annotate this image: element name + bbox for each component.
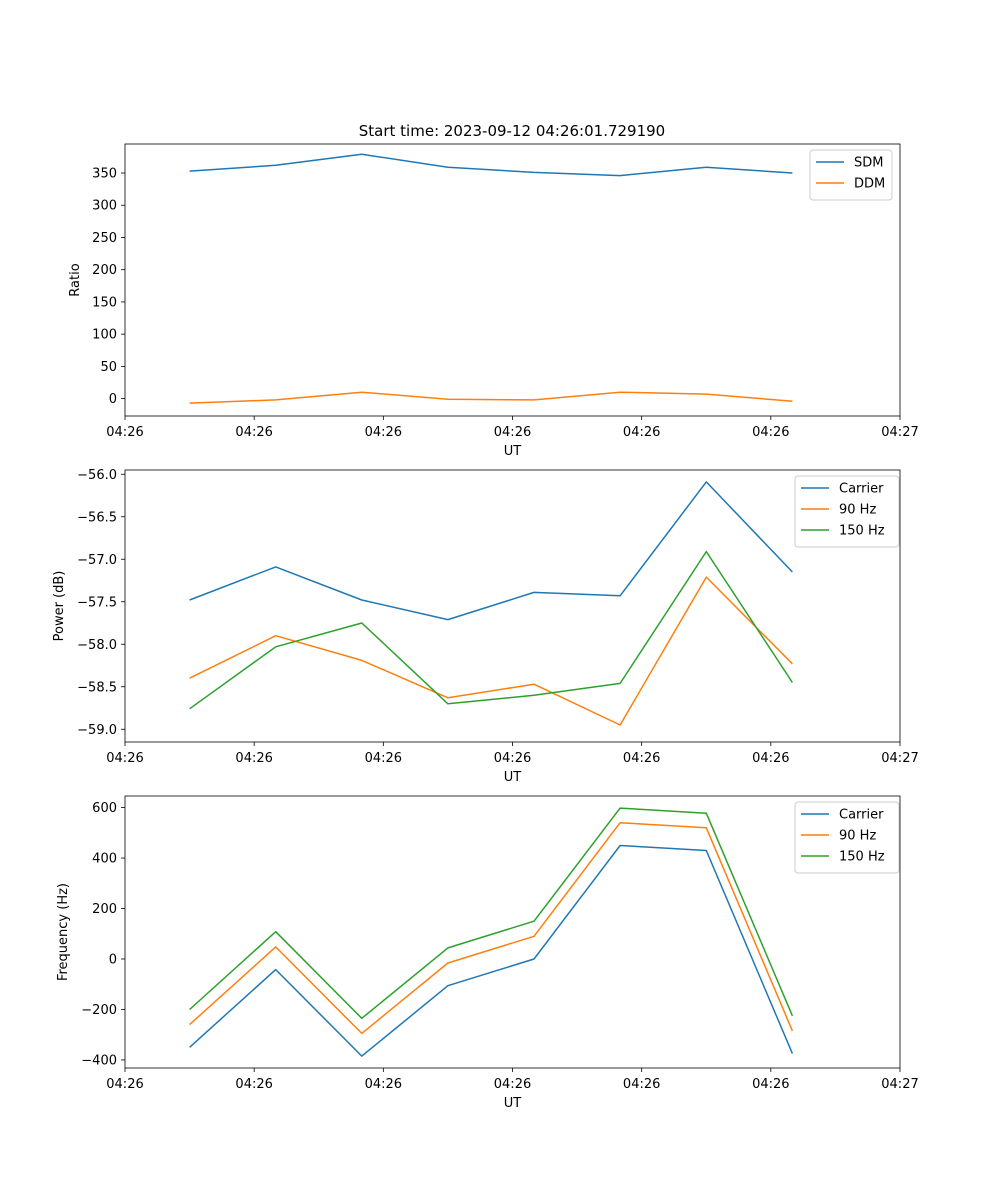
- x-tick-label: 04:26: [106, 1077, 143, 1092]
- legend: Carrier 90 Hz 150 Hz: [794, 801, 900, 874]
- y-tick-label: −57.0: [77, 553, 117, 568]
- figure-title: Start time: 2023-09-12 04:26:01.729190: [359, 122, 665, 140]
- legend-label: Carrier: [839, 808, 884, 823]
- x-tick-label: 04:26: [752, 425, 789, 440]
- x-tick-label: 04:26: [494, 425, 531, 440]
- y-tick-label: 50: [100, 360, 117, 375]
- x-axis-label: UT: [504, 770, 522, 785]
- y-tick-label: 150: [92, 295, 117, 310]
- x-tick-label: 04:26: [365, 425, 402, 440]
- series-line-90-hz: [189, 821, 794, 1035]
- x-axis-label: UT: [504, 444, 522, 459]
- x-axis-label: UT: [504, 1096, 522, 1111]
- y-tick-label: 600: [92, 801, 117, 816]
- y-tick-label: −58.0: [77, 638, 117, 653]
- y-tick-label: −57.5: [77, 595, 117, 610]
- y-tick-label: 350: [92, 167, 117, 182]
- legend: SDM DDM: [809, 149, 893, 201]
- legend-label: Carrier: [839, 482, 884, 497]
- x-tick-label: 04:26: [235, 751, 272, 766]
- legend-label: SDM: [854, 156, 883, 171]
- y-tick-label: 0: [109, 392, 117, 407]
- series-line-ddm: [189, 391, 793, 404]
- x-tick-label: 04:26: [623, 425, 660, 440]
- series-line-90-hz: [189, 576, 793, 726]
- x-tick-label: 04:26: [235, 425, 272, 440]
- x-tick-label: 04:26: [752, 751, 789, 766]
- y-axis-label: Frequency (Hz): [56, 883, 71, 981]
- y-axis-label: Ratio: [68, 263, 83, 296]
- y-tick-label: −58.5: [77, 680, 117, 695]
- y-tick-label: 300: [92, 199, 117, 214]
- x-tick-label: 04:26: [494, 751, 531, 766]
- chart-2: 04:26 04:26 04:26 04:26 04:26 04:26 04:27 −59.0…: [52, 468, 919, 785]
- y-tick-label: −400: [81, 1053, 117, 1068]
- y-tick-label: 200: [92, 263, 117, 278]
- legend-label: DDM: [854, 177, 885, 192]
- x-tick-label: 04:26: [623, 1077, 660, 1092]
- y-tick-label: −200: [81, 1003, 117, 1018]
- series-line-sdm: [189, 153, 793, 177]
- y-tick-label: 100: [92, 328, 117, 343]
- x-tick-label: 04:26: [365, 1077, 402, 1092]
- x-tick-label: 04:26: [106, 751, 143, 766]
- x-tick-label: 04:26: [106, 425, 143, 440]
- y-tick-label: −59.0: [77, 723, 117, 738]
- y-tick-label: 200: [92, 902, 117, 917]
- legend-label: 150 Hz: [839, 524, 885, 539]
- legend: Carrier 90 Hz 150 Hz: [794, 475, 900, 548]
- x-tick-label: 04:26: [623, 751, 660, 766]
- series-line-150-hz: [189, 550, 794, 710]
- y-tick-label: −56.0: [77, 468, 117, 483]
- x-tick-label: 04:26: [365, 751, 402, 766]
- y-tick-label: 400: [92, 852, 117, 867]
- series-line-carrier: [189, 481, 793, 621]
- y-tick-label: 250: [92, 231, 117, 246]
- x-tick-label: 04:26: [752, 1077, 789, 1092]
- y-axis-label: Power (dB): [52, 571, 67, 642]
- y-tick-label: 0: [109, 952, 117, 967]
- legend-label: 150 Hz: [839, 850, 885, 865]
- legend-label: 90 Hz: [839, 829, 876, 844]
- x-tick-label: 04:27: [881, 425, 918, 440]
- series-line-150-hz: [189, 807, 794, 1020]
- x-tick-label: 04:27: [881, 751, 918, 766]
- y-tick-label: −56.5: [77, 510, 117, 525]
- chart-1: 04:26 04:26 04:26 04:26 04:26 04:26 04:27 0 50 10…: [68, 143, 919, 459]
- chart-3: 04:26 04:26 04:26 04:26 04:26 04:26 04:27 −400 −…: [56, 795, 919, 1111]
- x-tick-label: 04:27: [881, 1077, 918, 1092]
- series-line-carrier: [189, 844, 794, 1057]
- x-tick-label: 04:26: [235, 1077, 272, 1092]
- x-tick-label: 04:26: [494, 1077, 531, 1092]
- legend-label: 90 Hz: [839, 503, 876, 518]
